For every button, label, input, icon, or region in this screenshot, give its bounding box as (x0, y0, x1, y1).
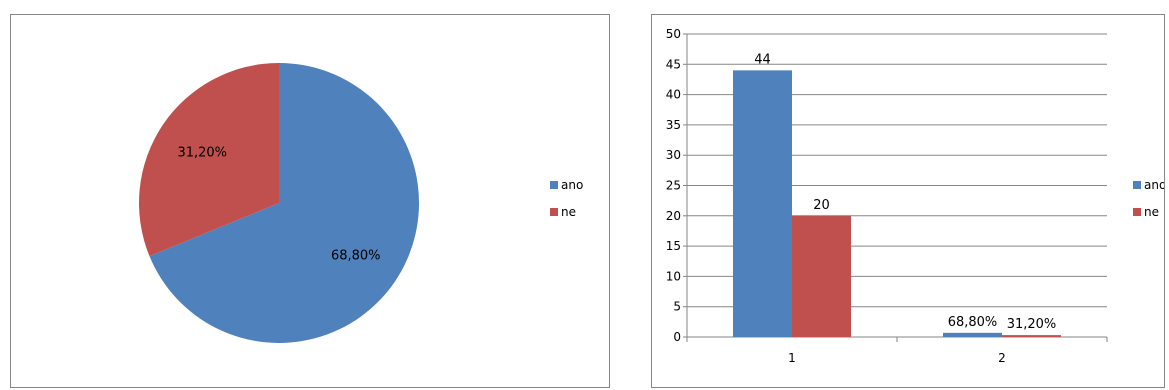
legend-label-ano: ano (1144, 178, 1164, 192)
y-tick-label: 25 (666, 179, 681, 193)
bar-ne-1 (792, 215, 851, 337)
bar-ne-2 (1002, 335, 1061, 337)
pie-slice-ne (139, 63, 279, 257)
x-tick-label: 2 (998, 351, 1006, 365)
bar-data-label: 44 (754, 52, 771, 67)
y-tick-label: 30 (666, 148, 681, 162)
pie-chart-panel: 68,80% 31,20% ano ne (10, 14, 610, 388)
pie-data-label-ano: 68,80% (331, 248, 381, 263)
y-tick-label: 40 (666, 88, 681, 102)
x-tick-label: 1 (788, 351, 796, 365)
pie-chart: 68,80% 31,20% ano ne (139, 63, 583, 343)
bar-data-label: 20 (813, 198, 830, 213)
y-tick-label: 5 (673, 300, 681, 314)
legend-swatch-ne (1133, 208, 1141, 216)
y-tick-label: 35 (666, 118, 681, 132)
y-tick-label: 15 (666, 239, 681, 253)
legend-swatch-ano (1133, 181, 1141, 189)
legend-swatch-ano (550, 181, 558, 189)
bar-data-label: 31,20% (1007, 317, 1057, 332)
bar-ano-2 (943, 332, 1002, 337)
pie-data-label-ne: 31,20% (177, 146, 227, 161)
bar-chart-panel: 0 5 10 15 20 25 30 35 40 45 50 1 44 20 2 68,80% 31,20% an… (651, 14, 1165, 388)
y-tick-label: 10 (666, 269, 681, 283)
pie-slice-ano (149, 63, 419, 343)
legend-swatch-ne (550, 208, 558, 216)
y-tick-label: 50 (666, 27, 681, 41)
bar-chart: 0 5 10 15 20 25 30 35 40 45 50 1 44 20 2 68,80% 31,20% an… (666, 27, 1164, 365)
legend-label-ano: ano (561, 178, 583, 192)
y-tick-label: 0 (673, 330, 681, 344)
y-tick-label: 20 (666, 209, 681, 223)
y-tick-label: 45 (666, 57, 681, 71)
bar-data-label: 68,80% (948, 315, 998, 330)
legend-label-ne: ne (1144, 205, 1159, 219)
legend-label-ne: ne (561, 205, 576, 219)
bar-ano-1 (733, 70, 792, 338)
